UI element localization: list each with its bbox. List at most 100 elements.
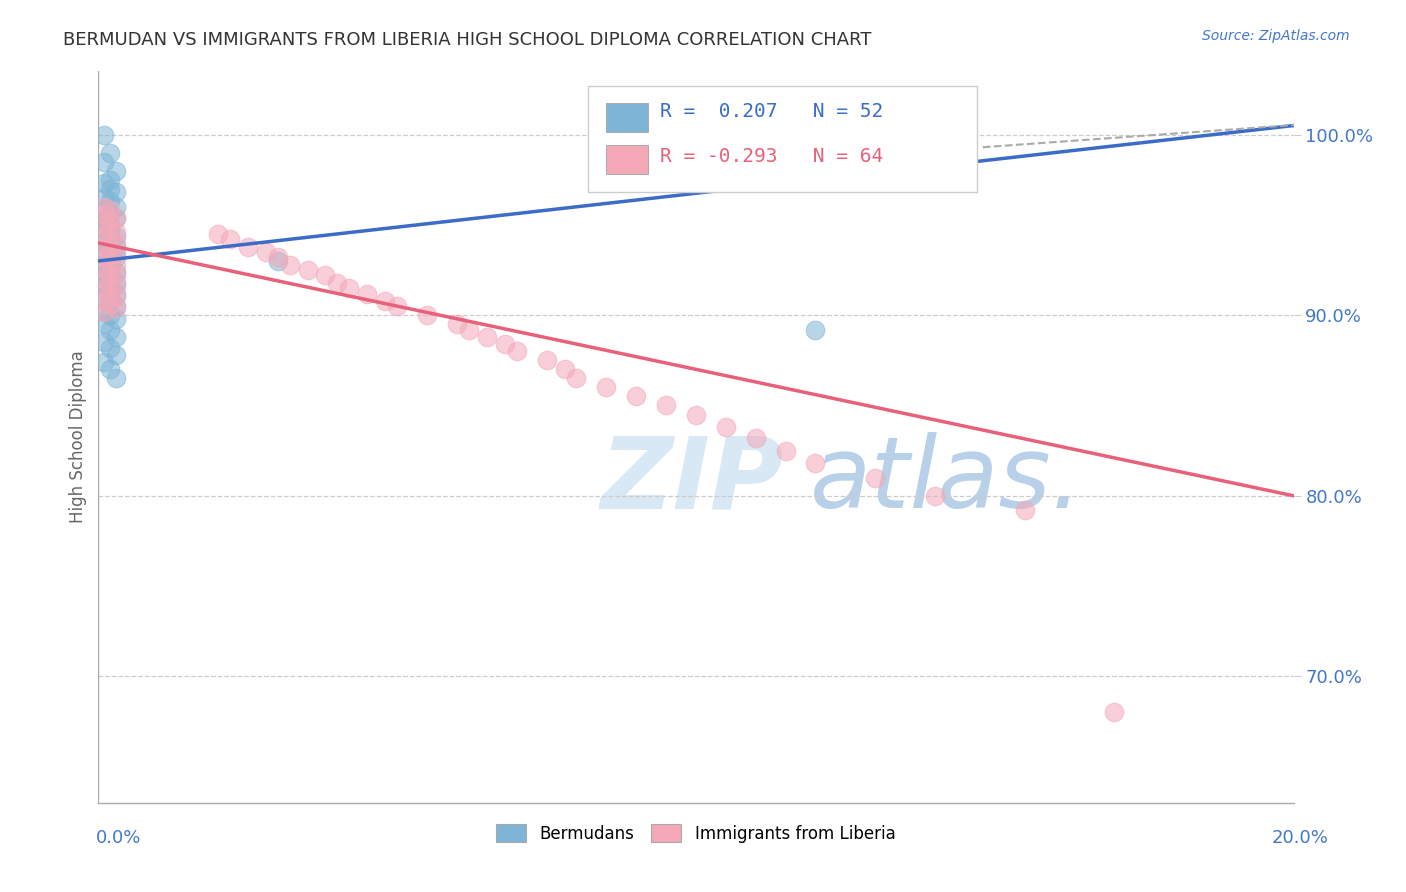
Point	[98, 225, 122, 239]
Point	[804, 323, 827, 337]
Point	[105, 163, 128, 178]
Point	[105, 258, 128, 272]
Point	[105, 225, 128, 239]
Point	[595, 380, 617, 394]
Point	[105, 265, 128, 279]
Point	[93, 335, 115, 350]
Point	[105, 239, 128, 253]
Point	[98, 243, 122, 257]
Point	[93, 235, 115, 250]
Point	[105, 276, 128, 290]
Point	[93, 200, 115, 214]
Point	[93, 304, 115, 318]
Point	[655, 399, 678, 413]
Point	[267, 251, 290, 265]
Point	[93, 218, 115, 232]
Point	[93, 239, 115, 253]
Point	[105, 211, 128, 225]
Point	[93, 228, 115, 243]
Point	[93, 246, 115, 260]
Point	[105, 246, 128, 260]
Text: atlas.: atlas.	[810, 433, 1083, 530]
Point	[98, 308, 122, 322]
Point	[745, 431, 768, 445]
Point	[93, 203, 115, 218]
Point	[105, 235, 128, 250]
Point	[446, 317, 468, 331]
Point	[98, 243, 122, 257]
Point	[105, 299, 128, 313]
Point	[98, 172, 122, 186]
Point	[93, 268, 115, 283]
Point	[93, 283, 115, 297]
Point	[105, 371, 128, 385]
Point	[98, 261, 122, 276]
Y-axis label: High School Diploma: High School Diploma	[69, 351, 87, 524]
Point	[105, 330, 128, 344]
Point	[98, 254, 122, 268]
Text: BERMUDAN VS IMMIGRANTS FROM LIBERIA HIGH SCHOOL DIPLOMA CORRELATION CHART: BERMUDAN VS IMMIGRANTS FROM LIBERIA HIGH…	[63, 31, 872, 49]
Point	[326, 276, 349, 290]
Point	[98, 323, 122, 337]
Point	[98, 203, 122, 218]
Point	[374, 293, 396, 308]
Point	[93, 177, 115, 191]
Point	[98, 272, 122, 286]
Point	[207, 227, 229, 241]
Point	[775, 443, 797, 458]
Point	[98, 341, 122, 355]
Point	[98, 286, 122, 301]
Point	[315, 268, 337, 283]
Point	[105, 186, 128, 200]
Point	[565, 371, 588, 385]
Point	[494, 337, 516, 351]
Point	[714, 420, 737, 434]
Point	[356, 286, 378, 301]
Point	[93, 272, 115, 286]
Point	[93, 154, 115, 169]
Point	[98, 297, 122, 311]
Point	[93, 317, 115, 331]
Point	[93, 251, 115, 265]
Point	[93, 290, 115, 304]
Point	[93, 279, 115, 293]
Point	[93, 258, 115, 272]
Bar	[606, 145, 648, 174]
Point	[105, 286, 128, 301]
Text: 0.0%: 0.0%	[96, 829, 141, 847]
Point	[105, 228, 128, 243]
Point	[458, 323, 481, 337]
Point	[105, 211, 128, 225]
Point	[1104, 706, 1126, 720]
Point	[98, 254, 122, 268]
Point	[105, 279, 128, 293]
FancyBboxPatch shape	[589, 86, 977, 192]
Point	[98, 283, 122, 297]
Point	[236, 239, 259, 253]
Point	[105, 290, 128, 304]
Point	[93, 128, 115, 142]
Point	[804, 456, 827, 470]
Bar	[606, 103, 648, 132]
Point	[98, 221, 122, 235]
Point	[105, 251, 128, 265]
Point	[536, 353, 558, 368]
Point	[105, 301, 128, 315]
Point	[98, 276, 122, 290]
Text: Source: ZipAtlas.com: Source: ZipAtlas.com	[1202, 29, 1350, 43]
Point	[105, 311, 128, 326]
Text: 20.0%: 20.0%	[1272, 829, 1329, 847]
Point	[93, 221, 115, 235]
Point	[93, 355, 115, 369]
Point	[98, 265, 122, 279]
Point	[98, 232, 122, 246]
Point	[506, 344, 529, 359]
Point	[98, 182, 122, 196]
Point	[278, 258, 301, 272]
Point	[1014, 503, 1036, 517]
Point	[105, 200, 128, 214]
Point	[105, 268, 128, 283]
Point	[98, 293, 122, 308]
Point	[685, 408, 707, 422]
Text: ZIP: ZIP	[600, 433, 783, 530]
